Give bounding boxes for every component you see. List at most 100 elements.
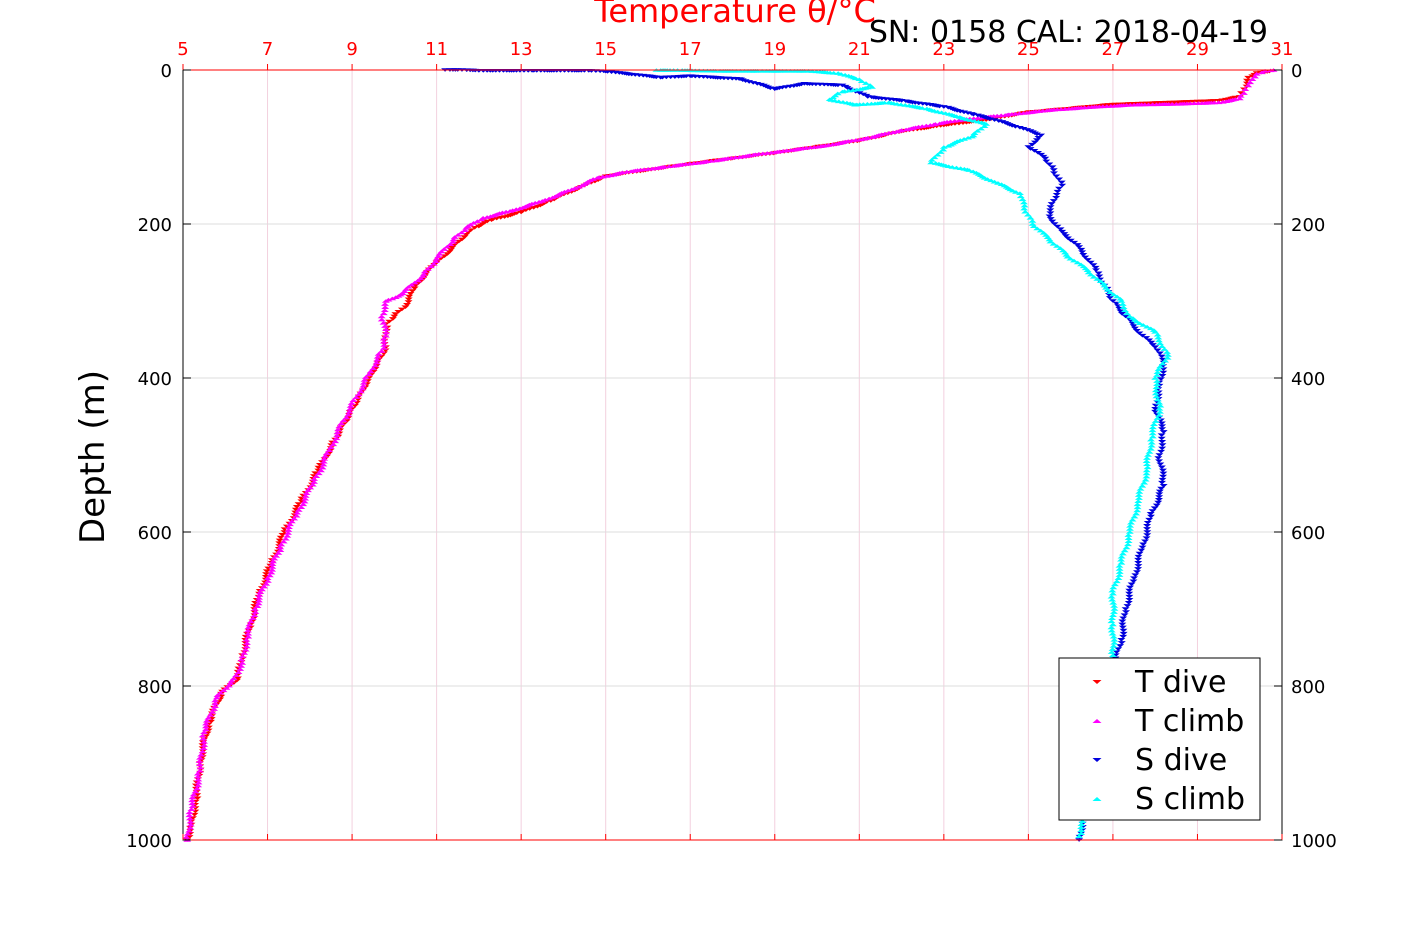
data-point	[247, 619, 256, 624]
data-point	[1125, 530, 1134, 534]
data-point	[735, 77, 744, 81]
data-point	[1134, 554, 1143, 559]
data-point	[242, 638, 251, 642]
data-point	[1030, 149, 1039, 153]
data-point	[201, 724, 210, 729]
data-point	[571, 186, 580, 190]
data-point	[1134, 561, 1143, 565]
data-point	[388, 296, 397, 301]
data-point	[446, 248, 455, 252]
data-point	[1117, 638, 1126, 642]
data-point	[315, 463, 324, 467]
data-point	[1047, 202, 1056, 206]
data-point	[329, 442, 338, 447]
data-point	[377, 317, 386, 322]
data-point	[1163, 353, 1172, 357]
data-point	[829, 71, 838, 75]
data-point	[226, 681, 235, 685]
data-point	[1148, 425, 1157, 430]
data-point	[1117, 561, 1126, 565]
data-point	[1114, 647, 1123, 651]
data-point	[267, 570, 276, 575]
data-point	[1063, 254, 1072, 259]
data-point	[1146, 512, 1155, 516]
data-point	[1124, 536, 1133, 540]
data-point	[753, 68, 762, 73]
data-point	[1241, 87, 1250, 92]
data-point	[1107, 650, 1116, 654]
data-point	[1131, 573, 1140, 577]
data-point	[1125, 527, 1134, 531]
data-point	[1110, 607, 1119, 611]
data-point	[1146, 437, 1155, 442]
data-point	[1163, 355, 1172, 360]
data-point	[973, 129, 982, 133]
data-point	[284, 525, 293, 529]
data-point	[1045, 214, 1054, 219]
data-point	[1155, 459, 1164, 463]
data-point	[1109, 634, 1118, 639]
y-axis-label: Depth (m)	[73, 370, 113, 544]
data-point	[1148, 343, 1157, 347]
data-point	[1118, 619, 1127, 624]
data-point	[308, 482, 317, 487]
data-point	[1142, 474, 1151, 479]
data-point	[1142, 468, 1151, 473]
data-point	[1134, 499, 1143, 503]
data-point	[545, 196, 554, 201]
data-point	[1118, 302, 1127, 306]
data-point	[446, 242, 455, 247]
legend-marker	[1092, 679, 1102, 685]
data-point	[1108, 591, 1117, 596]
data-point	[1110, 582, 1119, 587]
data-point	[1118, 625, 1127, 630]
data-point	[319, 462, 328, 467]
data-point	[260, 584, 269, 589]
data-point	[1134, 496, 1143, 500]
data-point	[391, 312, 400, 316]
data-point	[1118, 551, 1127, 556]
data-point	[944, 144, 953, 148]
data-point	[1133, 508, 1142, 513]
data-point	[1218, 99, 1227, 104]
data-point	[1125, 588, 1134, 593]
data-point	[800, 68, 809, 73]
data-point	[1151, 407, 1160, 411]
data-point	[987, 178, 996, 183]
data-point	[352, 395, 361, 400]
data-point	[1125, 591, 1134, 596]
data-point	[1156, 410, 1165, 414]
x-tick-label: 31	[1271, 39, 1294, 60]
data-point	[1109, 601, 1118, 605]
data-point	[1145, 338, 1154, 343]
data-point	[1073, 260, 1082, 265]
data-point	[935, 104, 944, 109]
data-point	[936, 150, 945, 154]
data-point	[419, 272, 428, 276]
data-point	[304, 488, 313, 493]
legend-item: S climb	[1092, 782, 1245, 817]
x-tick-label: 13	[510, 39, 533, 60]
y-tick-label-left: 0	[161, 61, 172, 82]
data-point	[1033, 226, 1042, 231]
data-point	[1235, 96, 1244, 101]
data-point	[1116, 644, 1125, 648]
data-point	[1122, 545, 1131, 550]
data-point	[1118, 312, 1127, 316]
data-point	[1055, 186, 1064, 191]
data-point	[408, 289, 417, 293]
data-point	[1145, 450, 1154, 454]
data-point	[595, 175, 604, 179]
data-point	[379, 336, 388, 341]
data-point	[1252, 72, 1261, 76]
data-point	[227, 678, 236, 683]
data-point	[1108, 597, 1117, 602]
data-points	[182, 68, 1278, 842]
data-point	[384, 297, 393, 302]
data-point	[1086, 272, 1095, 277]
x-tick-label: 17	[679, 39, 702, 60]
data-point	[1077, 822, 1086, 826]
data-point	[1028, 219, 1037, 223]
